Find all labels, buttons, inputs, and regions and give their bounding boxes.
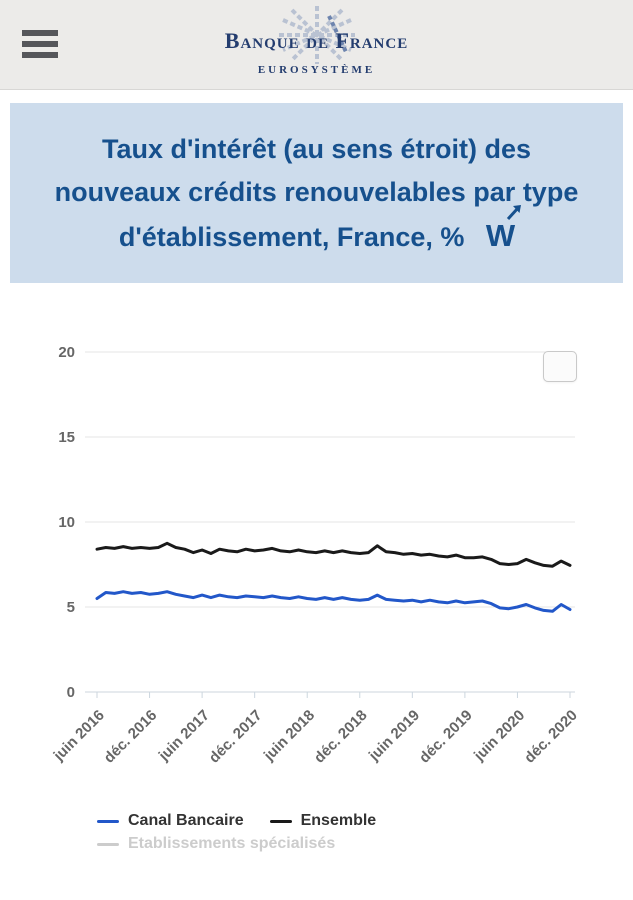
logo-title: Banque de France xyxy=(224,28,409,53)
x-tick-label: déc. 2017 xyxy=(206,707,266,767)
y-tick-label: 0 xyxy=(67,684,75,701)
y-tick-label: 10 xyxy=(58,514,75,531)
legend-label: Ensemble xyxy=(300,812,377,829)
series-line-ensemble xyxy=(95,541,572,568)
chart-context-menu-button[interactable] xyxy=(543,351,577,382)
legend-label: Canal Bancaire xyxy=(128,812,244,829)
legend-item-ensemble[interactable]: Ensemble xyxy=(269,812,377,830)
legend-item-canal-bancaire[interactable]: Canal Bancaire xyxy=(97,812,244,830)
chart-title-panel: Taux d'intérêt (au sens étroit) des nouv… xyxy=(10,103,623,283)
legend-marker xyxy=(97,819,119,823)
legend-label: Etablissements spécialisés xyxy=(128,835,336,852)
y-tick-label: 15 xyxy=(58,429,75,446)
logo-subtitle: EUROSYSTÈME xyxy=(257,64,376,76)
x-tick-label: juin 2016 xyxy=(50,707,108,765)
page-title: Taux d'intérêt (au sens étroit) des nouv… xyxy=(10,128,623,259)
y-tick-label: 5 xyxy=(67,599,75,616)
hamburger-menu-icon[interactable] xyxy=(22,30,58,58)
series-line-canal-bancaire xyxy=(95,590,572,613)
app-header: Banque de France EUROSYSTÈME xyxy=(0,0,633,90)
x-tick-label: juin 2019 xyxy=(365,707,423,765)
y-tick-label: 20 xyxy=(58,344,75,361)
page-title-text: Taux d'intérêt (au sens étroit) des nouv… xyxy=(54,133,579,252)
x-tick-label: déc. 2018 xyxy=(311,707,371,767)
x-tick-label: juin 2017 xyxy=(155,707,213,765)
starburst-icon xyxy=(279,6,355,64)
legend-marker xyxy=(97,842,119,846)
chart-legend: Canal Bancaire Ensemble Etablissements spé… xyxy=(97,812,547,853)
x-tick-label: juin 2018 xyxy=(260,707,318,765)
x-tick-label: déc. 2019 xyxy=(416,707,476,767)
webstat-w-arrow-icon[interactable]: W xyxy=(486,204,522,259)
banque-de-france-logo: Banque de France EUROSYSTÈME xyxy=(0,0,633,90)
x-tick-label: déc. 2020 xyxy=(521,707,581,767)
legend-item-etablissements-sp-cialis-s[interactable]: Etablissements spécialisés xyxy=(97,835,335,853)
legend-marker xyxy=(269,819,292,823)
x-tick-label: déc. 2016 xyxy=(101,707,161,767)
x-tick-label: juin 2020 xyxy=(470,707,528,765)
